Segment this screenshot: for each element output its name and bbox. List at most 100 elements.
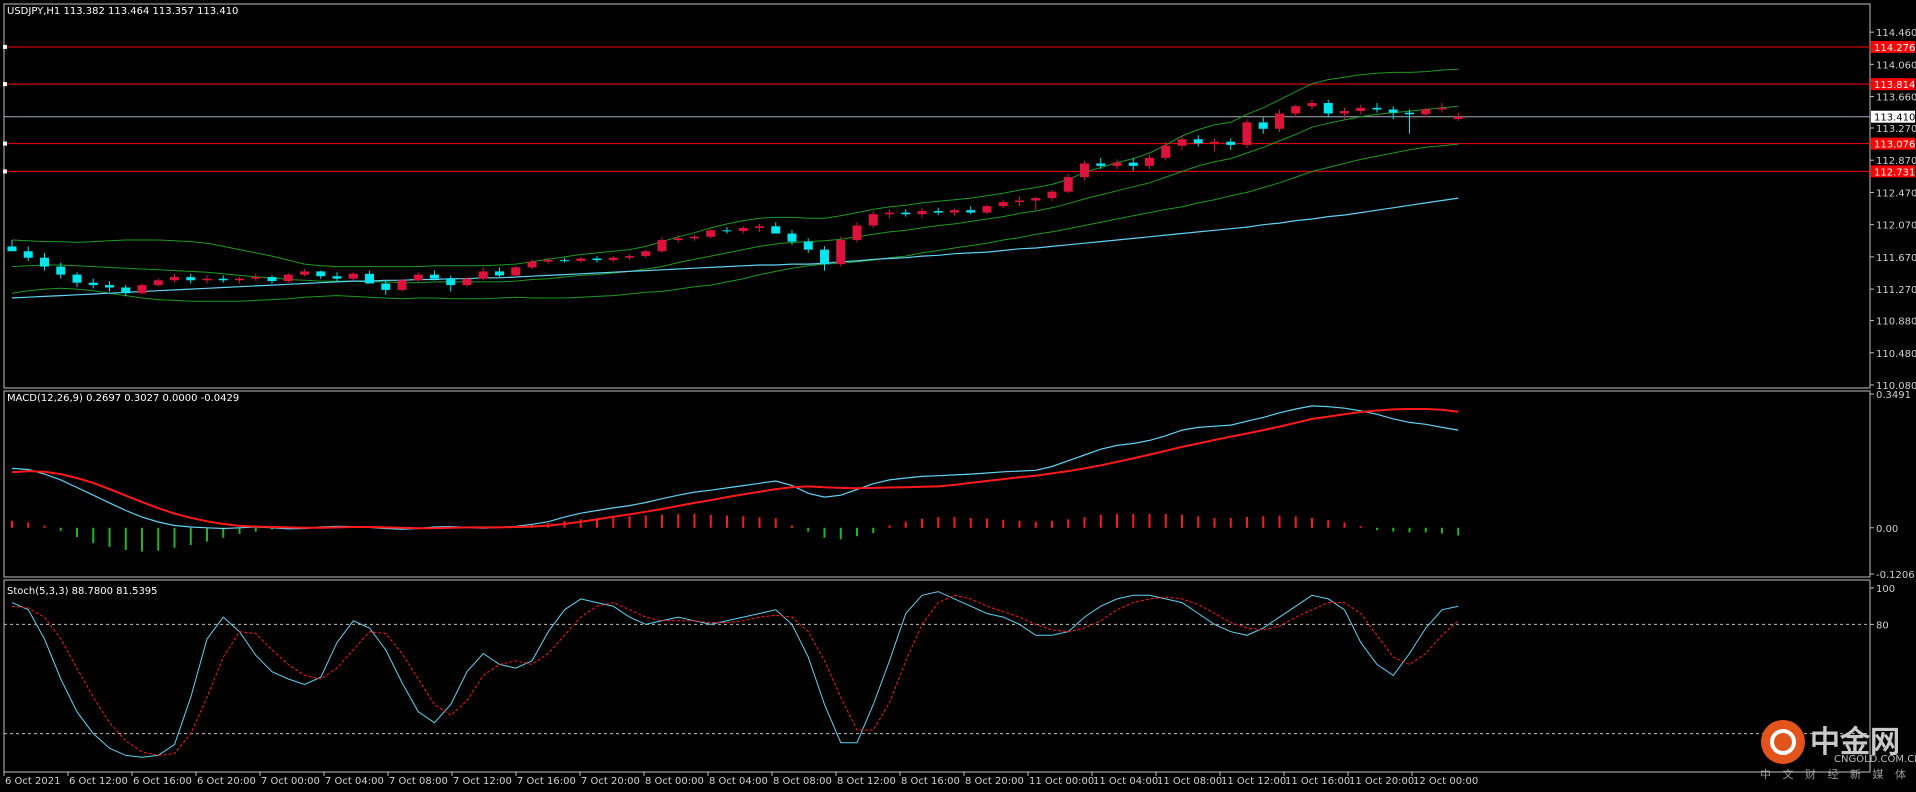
level-handle-0[interactable] xyxy=(3,44,7,49)
price-y-tick-11: 110.080 xyxy=(1876,381,1916,392)
candle-84 xyxy=(1372,103,1382,113)
candle-0 xyxy=(7,239,17,252)
x-tick-label-18: 11 Oct 08:00 xyxy=(1157,776,1222,787)
candle-80 xyxy=(1307,99,1317,110)
level-handle-2[interactable] xyxy=(3,141,7,146)
candle-9 xyxy=(153,278,163,287)
candle-2 xyxy=(40,252,49,271)
candle-88 xyxy=(1437,103,1447,113)
candle-6 xyxy=(105,281,114,292)
current-price-badge: 113.410 xyxy=(1871,110,1915,124)
candle-74 xyxy=(1210,138,1219,152)
candle-34 xyxy=(560,257,569,263)
svg-text:113.410: 113.410 xyxy=(1874,113,1915,124)
cngold-logo-icon xyxy=(1761,720,1805,764)
stoch-main-line xyxy=(11,591,1459,758)
candle-72 xyxy=(1177,135,1187,150)
candle-13 xyxy=(218,275,228,283)
candle-58 xyxy=(950,208,959,216)
candle-59 xyxy=(966,206,976,215)
price-y-tick-6: 112.070 xyxy=(1876,221,1916,232)
level-label-1: 113.814 xyxy=(1874,80,1915,91)
level-handle-1[interactable] xyxy=(3,82,7,87)
candle-50 xyxy=(820,246,829,271)
x-tick-label-9: 7 Oct 20:00 xyxy=(581,776,640,787)
horizontal-levels[interactable]: 114.276 113.814 113.076 112.731 xyxy=(3,40,1915,178)
candle-17 xyxy=(283,273,293,283)
price-y-tick-4: 112.870 xyxy=(1876,156,1916,167)
candle-32 xyxy=(527,259,537,269)
x-tick-label-8: 7 Oct 16:00 xyxy=(517,776,576,787)
price-panel[interactable] xyxy=(3,3,1871,389)
candle-41 xyxy=(673,235,683,243)
x-tick-label-14: 8 Oct 16:00 xyxy=(901,776,960,787)
x-tick-label-7: 7 Oct 12:00 xyxy=(453,776,512,787)
candle-44 xyxy=(722,227,732,234)
candle-42 xyxy=(690,235,699,241)
x-tick-label-17: 11 Oct 04:00 xyxy=(1093,776,1158,787)
stoch-y-tick-0: 100 xyxy=(1876,584,1895,595)
x-tick-label-21: 11 Oct 20:00 xyxy=(1349,776,1414,787)
price-y-tick-7: 111.670 xyxy=(1876,253,1916,264)
x-axis-ticks: 6 Oct 2021 6 Oct 12:00 6 Oct 16:00 6 Oct 20… xyxy=(3,772,1478,787)
level-label-2: 113.076 xyxy=(1874,140,1915,151)
bollinger-lower-line xyxy=(11,143,1459,302)
x-tick-label-1: 6 Oct 12:00 xyxy=(69,776,128,787)
x-tick-label-22: 12 Oct 00:00 xyxy=(1413,776,1478,787)
level-label-0: 114.276 xyxy=(1874,43,1915,54)
x-tick-label-5: 7 Oct 04:00 xyxy=(325,776,384,787)
macd-series xyxy=(11,405,1460,552)
candle-75 xyxy=(1226,138,1236,150)
candle-70 xyxy=(1145,154,1154,170)
candle-57 xyxy=(933,207,943,216)
price-y-tick-2: 113.660 xyxy=(1876,93,1916,104)
candle-52 xyxy=(852,222,862,243)
candle-79 xyxy=(1291,104,1301,118)
candle-5 xyxy=(88,278,98,289)
candle-15 xyxy=(251,273,261,282)
watermark-url: CNGOLD.COM.CN xyxy=(1834,754,1916,765)
candle-38 xyxy=(625,254,634,261)
candle-7 xyxy=(121,285,131,297)
candles xyxy=(7,99,1463,297)
stoch-header: Stoch(5,3,3) 88.7800 81.5395 xyxy=(7,586,158,597)
cngold-watermark: 中金网 CNGOLD.COM.CN 中 文 财 经 新 媒 体 xyxy=(1760,720,1916,781)
candle-40 xyxy=(657,236,667,253)
x-tick-label-3: 6 Oct 20:00 xyxy=(197,776,256,787)
bollinger-upper-line xyxy=(11,68,1459,268)
candle-43 xyxy=(706,228,716,239)
candle-4 xyxy=(72,272,82,287)
candle-47 xyxy=(771,222,781,234)
macd-panel[interactable] xyxy=(3,390,1871,578)
x-tick-label-15: 8 Oct 20:00 xyxy=(965,776,1024,787)
candle-28 xyxy=(462,277,472,287)
candle-54 xyxy=(885,209,894,219)
price-header: USDJPY,H1 113.382 113.464 113.357 113.41… xyxy=(7,6,238,17)
x-tick-label-4: 7 Oct 00:00 xyxy=(261,776,320,787)
candle-67 xyxy=(1096,157,1106,170)
price-y-tick-1: 114.060 xyxy=(1876,60,1916,71)
candle-46 xyxy=(755,223,764,232)
x-tick-label-11: 8 Oct 04:00 xyxy=(709,776,768,787)
candle-49 xyxy=(803,238,813,253)
stoch-y-tick-1: 80 xyxy=(1876,620,1889,631)
candle-48 xyxy=(787,230,797,245)
level-handle-3[interactable] xyxy=(3,169,7,174)
bollinger-bands xyxy=(11,68,1459,302)
candle-69 xyxy=(1128,157,1138,171)
candle-36 xyxy=(592,256,602,263)
candle-11 xyxy=(186,273,196,284)
stoch-panel[interactable] xyxy=(3,579,1871,773)
candle-87 xyxy=(1421,107,1431,118)
x-tick-label-12: 8 Oct 08:00 xyxy=(773,776,832,787)
candle-63 xyxy=(1031,196,1041,211)
candle-85 xyxy=(1388,106,1398,120)
candle-68 xyxy=(1112,159,1122,170)
price-y-tick-0: 114.460 xyxy=(1876,28,1916,39)
watermark-subtitle: 中 文 财 经 新 媒 体 xyxy=(1760,767,1910,781)
price-y-tick-5: 112.470 xyxy=(1876,188,1916,199)
candle-16 xyxy=(267,275,277,284)
macd-header: MACD(12,26,9) 0.2697 0.3027 0.0000 -0.04… xyxy=(7,393,239,404)
candle-56 xyxy=(917,207,927,218)
